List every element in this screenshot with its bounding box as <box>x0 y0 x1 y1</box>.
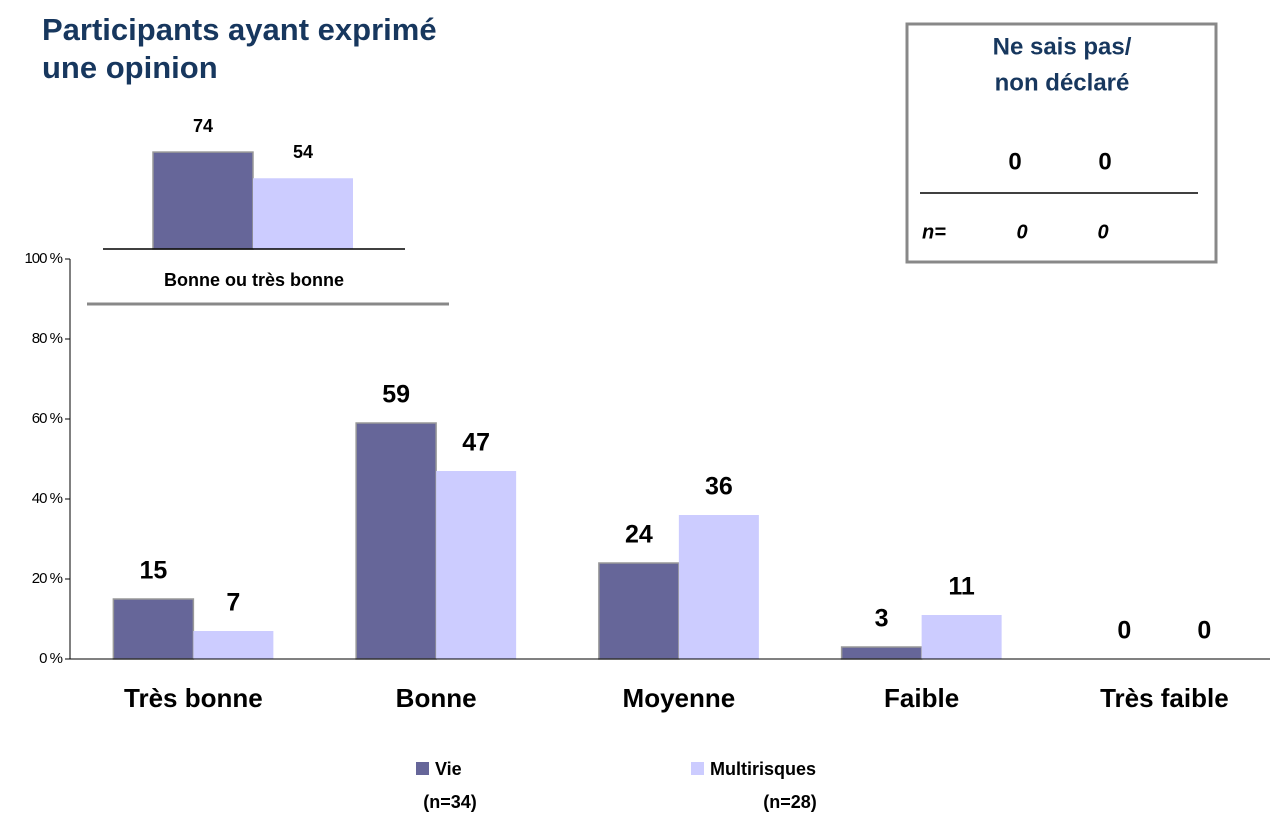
x-tick-label: Faible <box>884 683 959 713</box>
chart-title: Participants ayant exprimé <box>42 12 437 47</box>
bar <box>921 615 1002 659</box>
box-title: Ne sais pas/ <box>993 33 1132 60</box>
data-label: 0 <box>1197 617 1211 645</box>
inset-category: Bonne ou très bonne <box>164 270 344 290</box>
data-label: 24 <box>625 521 653 549</box>
y-tick-label: 40 % <box>32 490 63 507</box>
chart-title: une opinion <box>42 50 218 85</box>
legend-swatch <box>691 762 704 775</box>
box-n-value: 0 <box>1016 221 1027 243</box>
bar <box>678 515 759 659</box>
x-tick-label: Très bonne <box>124 683 263 713</box>
legend-swatch <box>416 762 429 775</box>
box-n-value: 0 <box>1097 221 1108 243</box>
bar <box>598 562 680 660</box>
data-label: 0 <box>1117 617 1131 645</box>
legend-n: (n=28) <box>763 792 817 812</box>
dont-know-box <box>905 22 1218 264</box>
box-value: 0 <box>1008 148 1021 175</box>
data-label: 7 <box>226 589 240 617</box>
x-tick-label: Très faible <box>1100 683 1229 713</box>
bar <box>112 598 195 660</box>
legend-n: (n=34) <box>423 792 477 812</box>
data-label: 11 <box>948 573 975 601</box>
y-tick-label: 60 % <box>32 410 63 427</box>
x-tick-label: Bonne <box>396 683 477 713</box>
bar <box>355 422 437 660</box>
data-label: 47 <box>462 429 490 457</box>
x-tick-label: Moyenne <box>623 683 736 713</box>
data-label: 3 <box>875 605 889 633</box>
data-label: 54 <box>293 142 313 162</box>
bar <box>193 631 274 659</box>
y-tick-label: 80 % <box>32 330 63 347</box>
y-tick-label: 20 % <box>32 570 63 587</box>
box-value: 0 <box>1098 148 1111 175</box>
box-title: non déclaré <box>995 69 1130 96</box>
data-label: 74 <box>193 116 213 136</box>
data-label: 59 <box>382 381 410 409</box>
legend-label: Multirisques <box>710 759 816 779</box>
bar <box>253 178 353 249</box>
data-label: 15 <box>139 557 167 585</box>
bar <box>436 471 517 659</box>
y-tick-label: 100 % <box>24 250 62 267</box>
data-label: 36 <box>705 473 733 501</box>
legend-label: Vie <box>435 759 462 779</box>
box-n-label: n= <box>922 221 946 243</box>
bar <box>840 646 923 660</box>
y-tick-label: 0 % <box>39 650 63 667</box>
bar <box>152 151 254 250</box>
